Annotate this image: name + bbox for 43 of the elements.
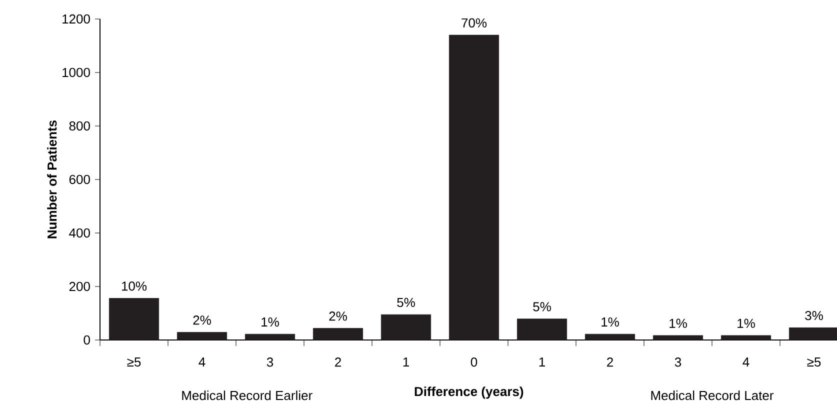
text: Medical Record Earlier — [182, 390, 312, 400]
annotation: 2% — [329, 312, 347, 321]
annotation: 5% — [397, 298, 415, 308]
x-tick-label: 4 — [742, 358, 750, 366]
bar — [108, 298, 160, 340]
bar — [516, 318, 568, 340]
text: Medical Record Later — [651, 390, 774, 400]
bar — [176, 332, 228, 340]
x-axis-title: Difference (years) — [414, 386, 524, 399]
x-tick-label: 0 — [470, 358, 478, 367]
x-tick-label: ≥5 — [807, 358, 821, 367]
annotation: 3% — [805, 310, 823, 320]
x-tick-label: 2 — [335, 358, 341, 367]
bar — [312, 328, 364, 340]
x-tick-label: 4 — [198, 358, 206, 366]
x-tick-label: ≥5 — [127, 358, 141, 367]
y-tick-label: 400 — [69, 228, 90, 238]
annotation: 70% — [462, 18, 487, 28]
annotation: 5% — [533, 302, 551, 312]
y-tick-label: 1200 — [62, 14, 90, 24]
annotation: 1% — [602, 317, 619, 327]
annotation: 2% — [193, 316, 211, 325]
bar — [720, 335, 772, 340]
y-tick-label: 600 — [69, 174, 90, 184]
x-tick-label: 1 — [539, 358, 545, 366]
annotation: 1% — [670, 318, 687, 328]
bar — [380, 314, 432, 340]
x-tick-label: 3 — [266, 358, 274, 367]
annotation: 1% — [262, 317, 279, 327]
x-tick-label: 2 — [607, 358, 613, 367]
y-tick-label: 0 — [84, 335, 90, 345]
y-tick-label: 1000 — [62, 68, 90, 78]
annotation: 1% — [738, 318, 755, 328]
x-tick-label: 1 — [403, 358, 409, 366]
annotation: 10% — [122, 282, 147, 291]
bar — [448, 34, 500, 340]
y-tick-label: 200 — [69, 282, 90, 292]
bar — [652, 335, 704, 340]
y-axis-title: Number of Patients — [47, 120, 57, 238]
y-tick-label: 800 — [69, 121, 90, 131]
x-tick-label: 3 — [674, 358, 682, 367]
bar — [244, 334, 296, 340]
bar — [584, 334, 636, 340]
